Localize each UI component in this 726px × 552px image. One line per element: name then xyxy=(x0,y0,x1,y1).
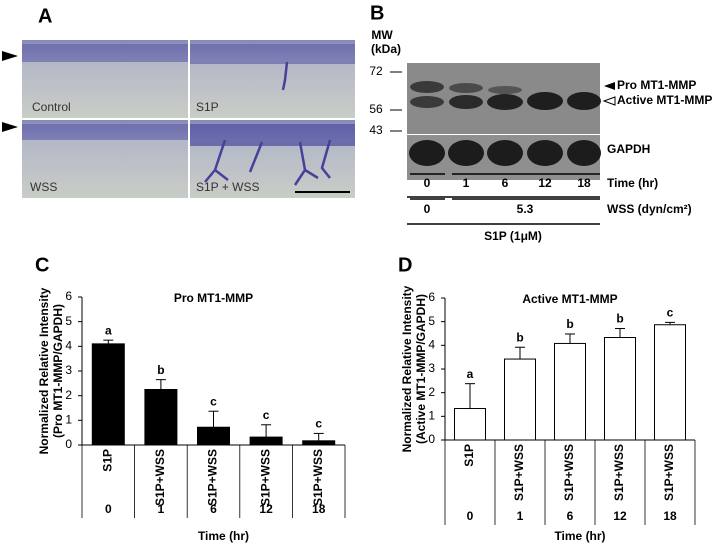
bar xyxy=(654,324,686,441)
y-tick-label: 6 xyxy=(65,289,72,303)
x-tick-label: S1P+WSS xyxy=(311,449,325,506)
chart-title: Pro MT1-MMP xyxy=(174,291,253,305)
y-axis-label: Normalized Relative Intensity xyxy=(400,285,414,452)
significance-letter: b xyxy=(566,317,573,331)
chart-title: Active MT1-MMP xyxy=(522,292,617,306)
band-label: GAPDH xyxy=(607,142,650,156)
y-axis-label: (Pro MT1-MMP/GAPDH) xyxy=(51,304,65,438)
y-tick-label: 3 xyxy=(428,361,435,375)
time-value: 1 xyxy=(158,502,165,516)
x-tick-label: S1P+WSS xyxy=(562,444,576,501)
bar xyxy=(454,408,486,441)
time-value: 12 xyxy=(613,509,627,523)
significance-letter: a xyxy=(105,323,112,337)
panel-label: B xyxy=(370,2,384,24)
image-label: S1P + WSS xyxy=(196,180,259,194)
bar xyxy=(554,342,586,441)
y-tick-label: 1 xyxy=(428,409,435,423)
y-axis-label: (Active MT1-MMP/GAPDH) xyxy=(414,294,428,444)
y-tick-label: 5 xyxy=(65,314,72,328)
significance-letter: c xyxy=(315,417,322,431)
x-tick-label: S1P xyxy=(462,444,476,467)
band-label: Active MT1-MMP xyxy=(617,93,712,107)
bar xyxy=(144,389,178,446)
y-tick-label: 2 xyxy=(65,388,72,402)
time-value: 1 xyxy=(517,509,524,523)
y-axis-label: Normalized Relative Intensity xyxy=(37,287,51,454)
y-tick-label: 6 xyxy=(428,290,435,304)
time-row: 0 1 6 12 18 xyxy=(424,176,591,190)
panel-label: D xyxy=(398,254,412,276)
time-value: 12 xyxy=(538,176,552,190)
time-value: 0 xyxy=(105,502,112,516)
y-tick-label: 5 xyxy=(428,314,435,328)
bar xyxy=(91,343,125,446)
panel-label: A xyxy=(38,5,52,27)
significance-letter: c xyxy=(667,306,674,320)
y-tick-label: 0 xyxy=(428,432,435,446)
significance-letter: a xyxy=(467,367,474,381)
x-tick-label: S1P xyxy=(100,449,114,472)
wss-value: 5.3 xyxy=(517,202,534,216)
band-label: Pro MT1-MMP xyxy=(617,78,696,92)
mw-marker: 43 xyxy=(369,123,383,137)
y-tick-label: 2 xyxy=(428,385,435,399)
x-tick-label: S1P+WSS xyxy=(153,449,167,506)
wss-label: WSS (dyn/cm²) xyxy=(607,202,692,216)
time-value: 6 xyxy=(210,502,217,516)
time-value: 0 xyxy=(467,509,474,523)
time-value: 18 xyxy=(577,176,591,190)
time-value: 18 xyxy=(312,502,326,516)
mw-title: (kDa) xyxy=(371,42,401,56)
x-axis-label: Time (hr) xyxy=(554,529,605,543)
significance-letter: b xyxy=(516,330,523,344)
x-tick-label: S1P+WSS xyxy=(512,444,526,501)
y-tick-label: 0 xyxy=(65,437,72,451)
bar xyxy=(504,358,536,441)
y-tick-label: 4 xyxy=(428,338,435,352)
time-label: Time (hr) xyxy=(607,176,658,190)
y-tick-label: 1 xyxy=(65,413,72,427)
time-value: 1 xyxy=(463,176,470,190)
mw-marker: 56 xyxy=(369,102,383,116)
y-tick-label: 4 xyxy=(65,339,72,353)
panel-label: C xyxy=(35,254,49,276)
significance-letter: b xyxy=(616,312,623,326)
significance-letter: c xyxy=(210,394,217,408)
western-blot xyxy=(390,63,616,225)
wss-value: 0 xyxy=(424,202,431,216)
micrographs xyxy=(2,40,355,198)
image-label: Control xyxy=(32,100,71,114)
time-value: 6 xyxy=(567,509,574,523)
image-label: S1P xyxy=(196,100,219,114)
bar xyxy=(604,337,636,441)
x-tick-label: S1P+WSS xyxy=(206,449,220,506)
x-tick-label: S1P+WSS xyxy=(258,449,272,506)
mw-marker: 72 xyxy=(369,64,383,78)
time-value: 12 xyxy=(259,502,273,516)
bar xyxy=(302,440,336,446)
time-value: 0 xyxy=(424,176,431,190)
image-label: WSS xyxy=(30,180,57,194)
significance-letter: c xyxy=(263,408,270,422)
x-tick-label: S1P+WSS xyxy=(612,444,626,501)
mw-title: MW xyxy=(371,28,393,42)
s1p-label: S1P (1μM) xyxy=(484,229,542,243)
time-value: 18 xyxy=(663,509,677,523)
x-axis-label: Time (hr) xyxy=(198,529,249,543)
bar xyxy=(249,436,283,446)
time-value: 6 xyxy=(502,176,509,190)
significance-letter: b xyxy=(157,363,164,377)
bar xyxy=(197,426,230,446)
y-tick-label: 3 xyxy=(65,363,72,377)
x-tick-label: S1P+WSS xyxy=(662,444,676,501)
